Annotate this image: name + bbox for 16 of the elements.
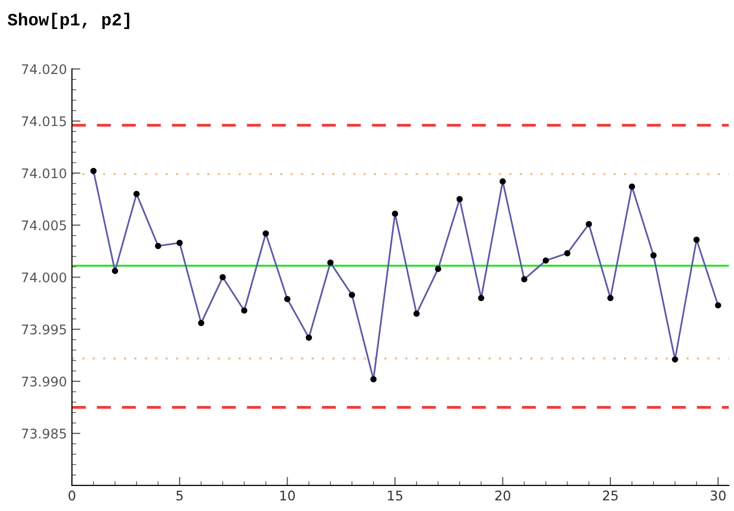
x-tick-label: 30 [710, 490, 726, 501]
y-tick-label: 73.990 [22, 376, 66, 387]
y-tick-label: 74.000 [22, 272, 66, 282]
y-tick-label: 73.995 [22, 324, 66, 334]
x-tick-label: 10 [280, 490, 295, 501]
y-tick-label: 74.010 [22, 168, 66, 178]
x-tick-label: 5 [176, 490, 183, 501]
x-tick-label: 0 [68, 490, 76, 501]
y-tick-label: 73.985 [22, 428, 66, 439]
x-tick-label: 15 [388, 490, 402, 501]
y-tick-label: 74.005 [22, 220, 66, 230]
y-tick-label: 74.015 [22, 116, 66, 126]
chart-title: Show[p1, p2] [8, 12, 130, 29]
x-tick-label: 20 [495, 490, 510, 501]
y-tick-label: 74.020 [22, 64, 66, 74]
x-tick-label: 25 [602, 490, 618, 501]
